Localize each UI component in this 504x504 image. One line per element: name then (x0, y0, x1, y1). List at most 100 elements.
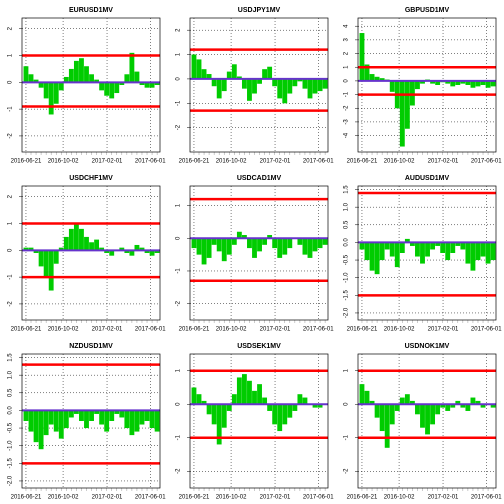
x-tick-label: 2016-10-02 (384, 495, 415, 501)
panel: USDCHF1MV -2 -1 0 1 2 2016-06-21 2016-10-02 2017… (8, 175, 167, 333)
bar (252, 390, 257, 405)
bar (114, 410, 120, 414)
y-tick-label: -1.0 (344, 272, 350, 283)
bar (415, 404, 420, 415)
bar (241, 78, 247, 89)
bar (475, 242, 481, 261)
bar (267, 66, 273, 79)
bar (196, 238, 202, 255)
bar (470, 397, 476, 405)
bar (302, 78, 308, 89)
bar (124, 74, 130, 83)
bar (119, 247, 125, 251)
panel: USDCAD1MV -2 -1 0 1 2016-06-21 2016-10-02 2017-… (176, 175, 335, 333)
bar (297, 394, 303, 405)
bar (450, 80, 456, 87)
bar (379, 78, 385, 81)
bar (124, 250, 130, 253)
bar (425, 404, 430, 435)
bar (68, 228, 74, 251)
bar (89, 74, 94, 83)
bar (154, 82, 160, 85)
x-tick-label: 2017-02-01 (428, 159, 459, 165)
y-tick-label: -2 (176, 124, 182, 130)
bar (277, 78, 283, 99)
y-tick-label: -1 (176, 268, 182, 274)
x-tick-label: 2017-02-01 (260, 495, 291, 501)
y-tick-label: -1 (344, 434, 350, 440)
bar (94, 239, 100, 251)
bar (211, 78, 217, 87)
bar (440, 404, 446, 408)
bar (191, 54, 197, 79)
panel: USDSEK1MV -2 -1 0 1 2016-06-21 2016-10-02 2017-… (176, 343, 335, 501)
bar (236, 377, 242, 405)
panel: EURUSD1MV -2 -1 0 1 2 2016-06-21 2016-10-02 2017… (8, 7, 167, 165)
bar (124, 410, 130, 429)
bar (409, 80, 415, 106)
bar (480, 404, 486, 408)
plot-frame (189, 353, 329, 489)
y-tick-label: 1 (344, 368, 350, 372)
bar (282, 238, 288, 255)
bar (89, 410, 94, 421)
bar (364, 64, 370, 81)
bar (379, 404, 385, 432)
bar (389, 404, 395, 425)
x-tick-label: 2017-02-01 (260, 159, 291, 165)
bar (134, 410, 140, 432)
bar (490, 80, 496, 87)
bar (43, 250, 49, 278)
bar (374, 76, 380, 81)
y-tick-label: 0.5 (344, 220, 350, 229)
plot-frame (21, 17, 161, 153)
bar (262, 238, 268, 245)
bar (317, 78, 323, 92)
bar (216, 78, 222, 99)
x-tick-label: 2016-06-21 (347, 495, 378, 501)
y-tick-label: 0 (176, 236, 182, 240)
bar (485, 242, 491, 264)
y-tick-label: 0 (344, 402, 350, 406)
bar (23, 410, 29, 421)
bar (302, 397, 308, 405)
y-tick-label: 1 (8, 221, 14, 225)
bar (247, 380, 252, 405)
bar (109, 250, 115, 256)
bar (191, 238, 197, 249)
x-tick-label: 2016-10-02 (384, 159, 415, 165)
y-tick-label: 2 (344, 51, 350, 55)
bar (23, 66, 29, 83)
bar (389, 80, 395, 92)
y-tick-label: 0 (8, 80, 14, 84)
y-tick-label: 1.0 (344, 202, 350, 211)
bar (404, 80, 410, 129)
bar (267, 235, 273, 239)
y-tick-label: 1 (8, 53, 14, 57)
panel: USDJPY1MV -2 -1 0 1 2 2016-06-21 2016-10-02 2017… (176, 7, 335, 165)
bar (211, 238, 217, 245)
y-tick-label: -2 (8, 301, 14, 307)
y-tick-label: 1 (176, 368, 182, 372)
bar (435, 80, 441, 85)
bar (89, 242, 94, 251)
x-tick-label: 2017-06-01 (471, 159, 502, 165)
bar (409, 242, 415, 246)
bar (231, 64, 237, 79)
bar (292, 404, 298, 411)
bar (317, 238, 323, 249)
x-tick-label: 2016-06-21 (11, 159, 42, 165)
y-tick-label: 2 (8, 26, 14, 30)
bar (415, 242, 420, 257)
bar (63, 76, 69, 83)
bar (430, 404, 436, 425)
bar (48, 82, 54, 115)
bar (231, 238, 237, 245)
bar (465, 242, 471, 264)
bar (104, 250, 110, 253)
bar (43, 410, 49, 436)
bar (317, 404, 323, 408)
y-tick-label: 2 (8, 194, 14, 198)
bar (374, 242, 380, 275)
y-tick-label: -1.0 (8, 440, 14, 451)
